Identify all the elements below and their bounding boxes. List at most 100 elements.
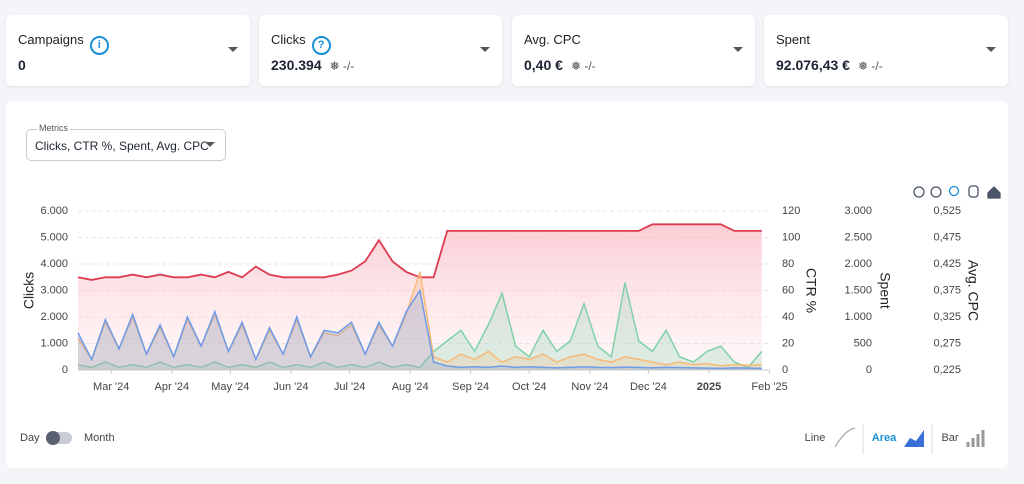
- tick-label: 1.000: [844, 311, 872, 323]
- help-icon[interactable]: ?: [311, 36, 331, 55]
- toggle-left: Day: [20, 432, 40, 444]
- delta-text: -/-: [343, 59, 355, 73]
- x-tick-label: May '24: [211, 381, 249, 393]
- axis-title: Avg. CPC: [965, 260, 981, 321]
- tick-label: 0,225: [933, 364, 961, 376]
- home[interactable]: [987, 186, 1001, 199]
- chart-type-icons: [834, 424, 985, 454]
- x-tick-label: Nov '24: [571, 381, 608, 393]
- tick-label: 6.000: [40, 205, 68, 217]
- caret: [205, 142, 215, 147]
- tick-label: 1.000: [40, 337, 68, 349]
- caret[interactable]: [228, 47, 238, 52]
- tick-label: 0,475: [933, 231, 961, 243]
- tick-label: 0,325: [933, 311, 961, 323]
- card-value: 0,40 € ❅ -/-: [524, 57, 596, 73]
- value: 230.394: [271, 57, 322, 73]
- caret[interactable]: [733, 47, 743, 52]
- value: 92.076,43 €: [776, 57, 850, 73]
- line: [77, 223, 762, 281]
- x-tick-label: Feb '25: [751, 381, 787, 393]
- toolbar: [913, 185, 1001, 199]
- area: [78, 282, 762, 370]
- tick-label: 0: [782, 364, 788, 376]
- card-title: Clicks?: [271, 32, 331, 55]
- x-tick-label: 2025: [697, 381, 721, 393]
- card[interactable]: Avg. CPC 0,40 € ❅ -/-: [512, 15, 755, 86]
- pan[interactable]: [968, 185, 979, 198]
- axis-title: Spent: [877, 272, 893, 309]
- area: [78, 224, 762, 370]
- tick-label: 500: [854, 337, 872, 349]
- tick-label: 2.000: [40, 311, 68, 323]
- axis-title: CTR %: [803, 268, 819, 313]
- title: Clicks: [271, 32, 306, 47]
- card-value: 92.076,43 € ❅ -/-: [776, 57, 883, 73]
- x-tick-label: Dec '24: [630, 381, 667, 393]
- card[interactable]: Spent 92.076,43 € ❅ -/-: [764, 15, 1008, 86]
- card[interactable]: Clicks? 230.394 ❅ -/-: [259, 15, 502, 86]
- card[interactable]: Campaigns i 0: [6, 15, 250, 86]
- info-icon[interactable]: i: [89, 36, 109, 55]
- chart-type-label: Bar: [941, 432, 958, 444]
- value: 0,40 €: [524, 57, 563, 73]
- tick-label: 3.000: [40, 284, 68, 296]
- chart-type-label: Line: [805, 432, 826, 444]
- zoom-out[interactable]: [930, 186, 942, 198]
- card-title: Campaigns i: [18, 32, 109, 55]
- metrics-label: Metrics: [37, 123, 70, 133]
- delta-text: -/-: [584, 59, 596, 73]
- zoom-in[interactable]: [913, 186, 925, 198]
- area: [78, 290, 762, 370]
- metrics-select[interactable]: Metrics Clicks, CTR %, Spent, Avg. CPC: [26, 123, 226, 161]
- toggle-knob[interactable]: [46, 431, 60, 445]
- x-tick-label: Mar '24: [93, 381, 129, 393]
- tick-label: 80: [782, 258, 794, 270]
- x-tick-label: Sep '24: [452, 381, 489, 393]
- line-icon[interactable]: [834, 427, 856, 448]
- tick-label: 2.000: [844, 258, 872, 270]
- zoom[interactable]: [948, 185, 960, 197]
- area-icon[interactable]: [904, 430, 924, 447]
- tick-label: 40: [782, 311, 794, 323]
- caret[interactable]: [480, 47, 490, 52]
- toggle-right: Month: [84, 432, 115, 444]
- caret[interactable]: [986, 47, 996, 52]
- x-tick-label: Apr '24: [155, 381, 190, 393]
- tick-label: 100: [782, 231, 800, 243]
- bar-icon[interactable]: [966, 430, 985, 447]
- title: Campaigns: [18, 32, 84, 47]
- tick-label: 1.500: [844, 284, 872, 296]
- tick-label: 2.500: [844, 231, 872, 243]
- tick-label: 0: [866, 364, 872, 376]
- delta: ❅ -/-: [570, 59, 596, 73]
- card-value: 0: [18, 57, 26, 73]
- card-title: Spent: [776, 32, 810, 47]
- tick-label: 0,375: [933, 284, 961, 296]
- tick-label: 0,275: [933, 337, 961, 349]
- tick-label: 3.000: [844, 205, 872, 217]
- card-value: 230.394 ❅ -/-: [271, 57, 354, 73]
- delta-text: -/-: [871, 59, 883, 73]
- tick-label: 20: [782, 337, 794, 349]
- x-tick-label: Jun '24: [273, 381, 308, 393]
- tick-label: 5.000: [40, 231, 68, 243]
- tick-label: 60: [782, 284, 794, 296]
- tick-label: 120: [782, 205, 800, 217]
- x-tick-label: Jul '24: [334, 381, 365, 393]
- line: [77, 288, 762, 370]
- metrics-value: Clicks, CTR %, Spent, Avg. CPC: [35, 139, 209, 153]
- tick-label: 0,425: [933, 258, 961, 270]
- area: [78, 271, 762, 370]
- tick-label: 0,525: [933, 205, 961, 217]
- chart-type-label: Area: [872, 432, 897, 444]
- delta: ❅ -/-: [329, 59, 355, 73]
- x-tick-label: Aug '24: [392, 381, 429, 393]
- delta: ❅ -/-: [857, 59, 883, 73]
- x-tick-label: Oct '24: [512, 381, 547, 393]
- line: [77, 282, 763, 369]
- axis-title: Clicks: [21, 272, 37, 309]
- tick-label: 4.000: [40, 258, 68, 270]
